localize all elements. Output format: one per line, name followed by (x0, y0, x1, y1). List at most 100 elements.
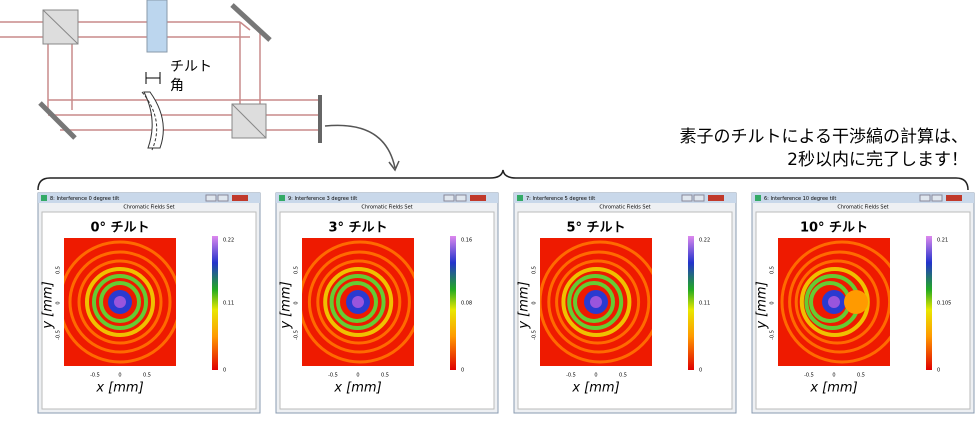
fringe-ring (540, 240, 652, 364)
fringe-image (778, 238, 890, 366)
fringe-ring (92, 274, 148, 330)
colorbar-label: 0 (699, 368, 702, 374)
fringe-ring (780, 240, 890, 364)
window-button (455, 194, 467, 202)
colorbar-label: 0.105 (937, 301, 951, 307)
window-button (205, 194, 217, 202)
fringe-ring (573, 281, 615, 323)
colorbar-label: 0.22 (223, 238, 234, 244)
fringe-ring (788, 250, 890, 354)
title-bar (752, 193, 974, 203)
y-axis-label: y [mm] (517, 281, 532, 329)
fringe-ring (302, 240, 414, 364)
x-axis-label: x [mm] (571, 381, 619, 396)
fringe-ring (64, 240, 176, 364)
window: 8: Interference 0 degree tilt Chromatic F… (37, 192, 261, 414)
colorbar-label: 0.16 (461, 238, 472, 244)
subtitle: Chromatic Fields Set (837, 205, 888, 211)
window: 9: Interference 3 degree tilt Chromatic F… (275, 192, 499, 414)
icon (41, 195, 47, 201)
x-tick-label: 0.5 (857, 373, 865, 379)
colorbar (688, 236, 694, 370)
icon (517, 195, 523, 201)
tilt-label: 角 (170, 78, 184, 94)
x-tick-label: 0 (594, 373, 597, 379)
y-tick-label: 0 (56, 301, 62, 304)
icon (279, 195, 285, 201)
fringe-ring (555, 259, 641, 345)
colorbar-label: 0.08 (461, 301, 472, 307)
close-button (232, 195, 248, 201)
window-title: 9: Interference 3 degree tilt (288, 196, 357, 202)
windows: 8: Interference 0 degree tilt Chromatic F… (37, 192, 975, 414)
colorbar (212, 236, 218, 370)
fringe-ring (307, 250, 411, 354)
y-axis-label: y [mm] (279, 281, 294, 329)
window-button (443, 194, 455, 202)
subtitle: Chromatic Fields Set (599, 205, 650, 211)
x-tick-label: -0.5 (328, 373, 338, 379)
optical-diagram (0, 21, 320, 131)
x-axis-label: x [mm] (333, 381, 381, 396)
window-title: 6: Interference 10 degree tilt (764, 196, 836, 202)
plot-title: 3° チルト (328, 221, 387, 236)
x-tick-label: -0.5 (566, 373, 576, 379)
colorbar (450, 236, 456, 370)
window-button (919, 194, 931, 202)
title-bar (276, 193, 498, 203)
x-tick-label: 0.5 (143, 373, 151, 379)
fringe-core (352, 296, 364, 308)
colorbar-label: 0 (937, 368, 940, 374)
window-title: 7: Interference 5 degree tilt (526, 196, 595, 202)
window-button (217, 194, 229, 202)
colorbar-label: 0.11 (223, 301, 234, 307)
fringe-core (590, 296, 602, 308)
y-tick-label: 0.5 (770, 266, 776, 274)
y-tick-label: 0.5 (56, 266, 62, 274)
fringe-ring (85, 267, 155, 337)
fringe-core (828, 296, 840, 308)
fringe-ring (329, 274, 386, 330)
x-tick-label: 0.5 (381, 373, 389, 379)
fringe-image (302, 238, 414, 366)
y-tick-label: 0 (770, 301, 776, 304)
y-tick-label: -0.5 (770, 330, 776, 340)
brace (37, 169, 969, 191)
title-bar (514, 193, 736, 203)
colorbar-label: 0 (461, 368, 464, 374)
caption: 素子のチルトによる干渉縞の計算は、 (680, 127, 969, 147)
window: 7: Interference 5 degree tilt Chromatic F… (513, 192, 737, 414)
window-button (681, 194, 693, 202)
subtitle: Chromatic Fields Set (123, 205, 174, 211)
y-tick-label: -0.5 (56, 330, 62, 340)
y-tick-label: -0.5 (532, 330, 538, 340)
y-axis-label: y [mm] (755, 281, 770, 329)
window-title: 8: Interference 0 degree tilt (50, 196, 119, 202)
plot-title: 10° チルト (800, 221, 868, 236)
x-tick-label: -0.5 (804, 373, 814, 379)
fringe-image (64, 238, 176, 366)
window-button (693, 194, 705, 202)
fringe-image (540, 238, 652, 366)
window-button (931, 194, 943, 202)
fringe-ring (794, 259, 880, 345)
plot-title: 5° チルト (566, 221, 625, 236)
x-tick-label: 0 (356, 373, 359, 379)
y-tick-label: -0.5 (294, 330, 300, 340)
fringe-ring (323, 267, 394, 337)
fringe-ring (99, 281, 141, 323)
colorbar-label: 0.22 (699, 238, 710, 244)
colorbar (926, 236, 932, 370)
plot-title: 0° チルト (90, 221, 149, 236)
y-tick-label: 0 (294, 301, 300, 304)
fringe-ring (77, 259, 163, 345)
close-button (470, 195, 486, 201)
fringe-ring (547, 250, 651, 354)
fringe-ring (68, 250, 172, 354)
x-tick-label: 0 (118, 373, 121, 379)
tilt-label: チルト (170, 59, 212, 75)
x-tick-label: 0.5 (619, 373, 627, 379)
close-button (708, 195, 724, 201)
fringe-core (114, 296, 126, 308)
